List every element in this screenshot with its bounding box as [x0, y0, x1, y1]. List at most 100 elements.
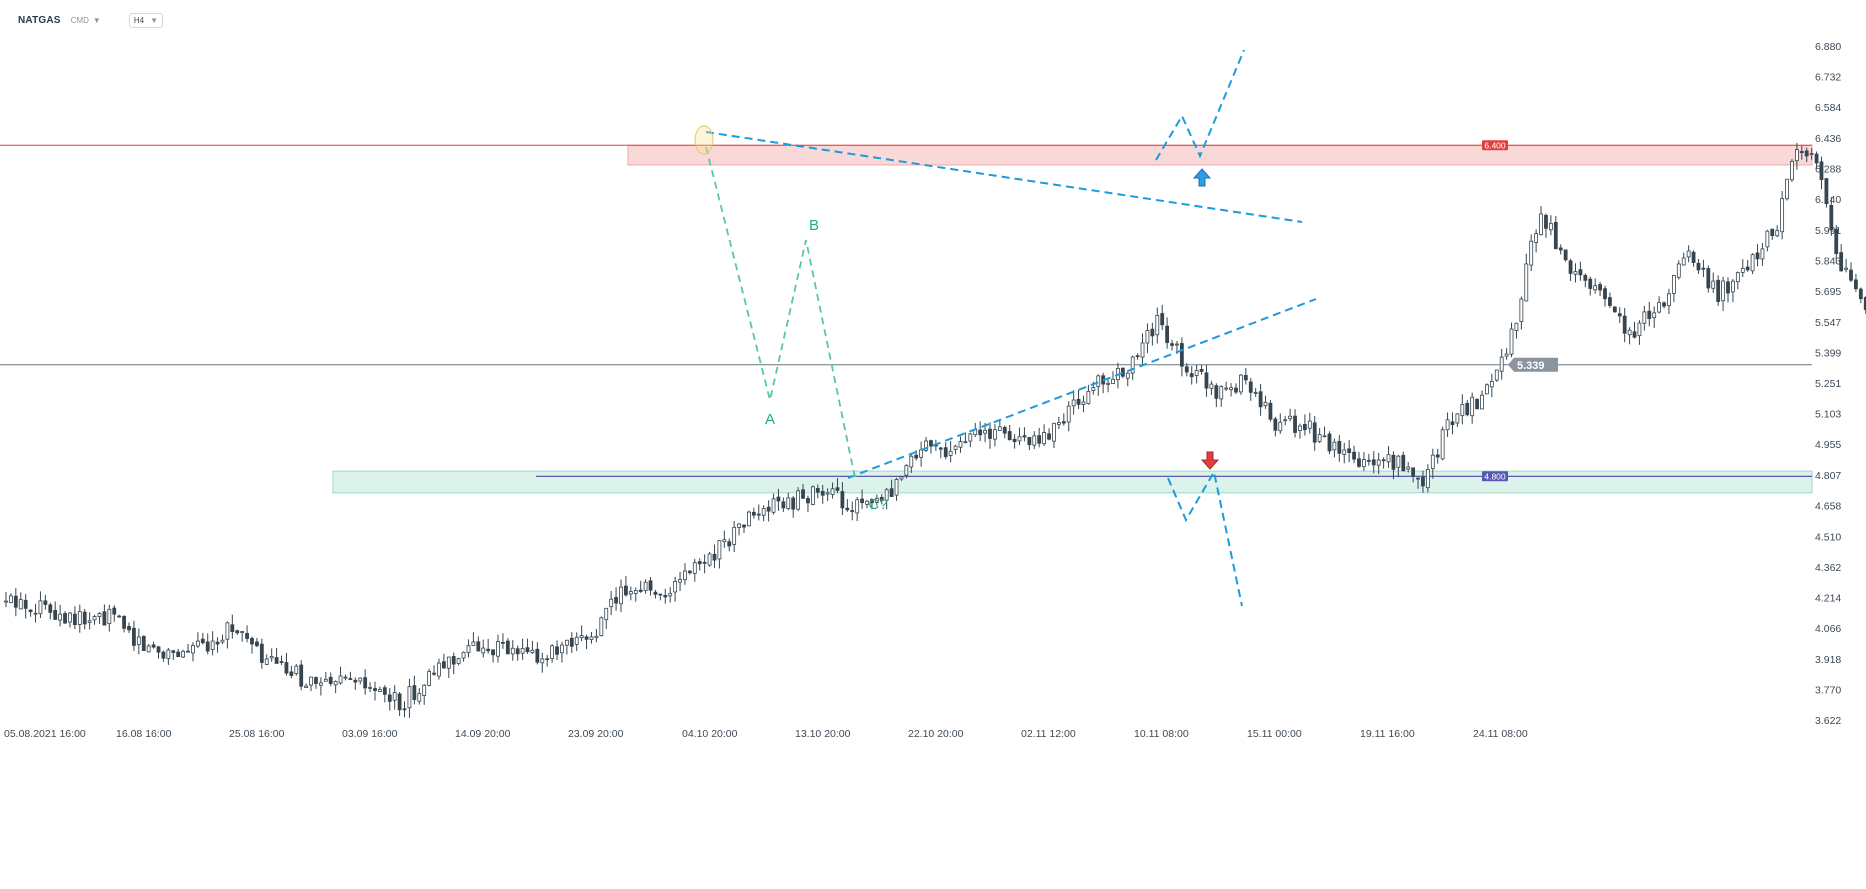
- candle-body: [348, 678, 353, 680]
- candle-body: [1563, 249, 1568, 261]
- candle-body: [269, 656, 274, 659]
- y-tick-label: 4.807: [1815, 470, 1841, 482]
- candle-body: [1302, 424, 1307, 431]
- candle: [1204, 364, 1209, 397]
- candle: [1366, 453, 1371, 466]
- candle-body: [1765, 230, 1770, 248]
- candle: [1425, 464, 1430, 493]
- candle: [1209, 380, 1214, 396]
- candle-body: [894, 478, 899, 496]
- timeframe-select[interactable]: H4 ▼: [128, 12, 163, 28]
- candle-body: [279, 661, 284, 663]
- candle-body: [437, 662, 441, 677]
- candle-body: [761, 508, 766, 516]
- candle-body: [82, 611, 87, 625]
- candle: [1179, 337, 1184, 377]
- candle: [333, 680, 338, 694]
- candle: [225, 621, 230, 649]
- candle: [58, 604, 63, 627]
- candle-body: [1652, 312, 1657, 319]
- y-tick-label: 4.066: [1815, 623, 1841, 635]
- candle: [1667, 288, 1671, 315]
- candle-body: [820, 490, 825, 496]
- candle-body: [525, 647, 530, 653]
- candle-body: [1357, 458, 1361, 467]
- candle: [1391, 451, 1396, 480]
- candle-body: [151, 644, 156, 648]
- candle-body: [1583, 274, 1588, 281]
- candle: [569, 632, 574, 654]
- candle: [1052, 422, 1056, 449]
- candle: [520, 638, 525, 660]
- candle: [205, 633, 210, 655]
- candle-body: [550, 645, 555, 659]
- candle: [1671, 274, 1676, 303]
- candle: [1435, 448, 1440, 464]
- candle-body: [648, 580, 653, 591]
- candle: [195, 632, 200, 648]
- candle-body: [38, 600, 43, 615]
- zones-layer: [0, 144, 1813, 494]
- candle: [1430, 448, 1435, 479]
- candle-body: [520, 647, 525, 654]
- y-tick-label: 5.103: [1815, 409, 1841, 421]
- x-tick-label: 22.10 20:00: [908, 728, 964, 740]
- annotation-layer: A B C?: [694, 49, 1317, 607]
- candle: [1101, 372, 1106, 394]
- current-price-tag-text: 5.339: [1517, 360, 1545, 372]
- candle: [599, 616, 604, 637]
- symbol-dropdown-icon[interactable]: ▼: [92, 15, 101, 25]
- candle-body: [1686, 250, 1691, 258]
- candle-body: [756, 513, 761, 516]
- candle-body: [72, 613, 77, 625]
- candle-body: [156, 646, 161, 653]
- candle: [141, 635, 146, 651]
- candle: [1524, 253, 1529, 302]
- candle: [1381, 457, 1386, 469]
- candle-body: [102, 611, 107, 626]
- candle-body: [343, 676, 348, 679]
- candle: [505, 638, 510, 655]
- candle-body: [1430, 454, 1435, 469]
- candle: [1662, 301, 1666, 309]
- candle: [658, 593, 663, 601]
- candle-body: [333, 681, 338, 686]
- candle-body: [919, 449, 924, 458]
- candle-body: [692, 562, 697, 574]
- candle-body: [988, 428, 992, 439]
- candle-body: [904, 465, 909, 476]
- candle: [1081, 395, 1086, 413]
- candle-body: [274, 657, 279, 664]
- candle-body: [569, 637, 574, 647]
- candle-body: [579, 635, 584, 639]
- candle: [678, 571, 682, 592]
- symbol-label[interactable]: NATGAS: [18, 14, 61, 26]
- candle-body: [264, 658, 269, 665]
- candle: [235, 629, 240, 635]
- candle: [1096, 374, 1101, 396]
- candle-body: [1283, 419, 1288, 422]
- candle: [1676, 260, 1681, 280]
- candle-body: [1504, 353, 1509, 357]
- candle: [1539, 206, 1543, 236]
- candle-body: [1558, 247, 1563, 251]
- bullish-scenario-line: [1155, 49, 1245, 161]
- candle-body: [323, 678, 328, 682]
- candle-body: [451, 656, 456, 665]
- candle: [628, 586, 633, 601]
- candle-body: [1445, 419, 1450, 431]
- candle-body: [127, 625, 131, 631]
- candle: [525, 638, 530, 654]
- candle: [1076, 389, 1081, 410]
- candle-body: [1839, 252, 1844, 272]
- candle-body: [382, 687, 387, 695]
- candle: [1283, 416, 1288, 426]
- candle-body: [1819, 161, 1824, 181]
- candle-body: [850, 510, 855, 512]
- candle-body: [997, 426, 1002, 431]
- candle-body: [1076, 398, 1081, 405]
- candle: [1135, 353, 1140, 360]
- candle-body: [1199, 369, 1204, 372]
- candle-body: [481, 647, 486, 654]
